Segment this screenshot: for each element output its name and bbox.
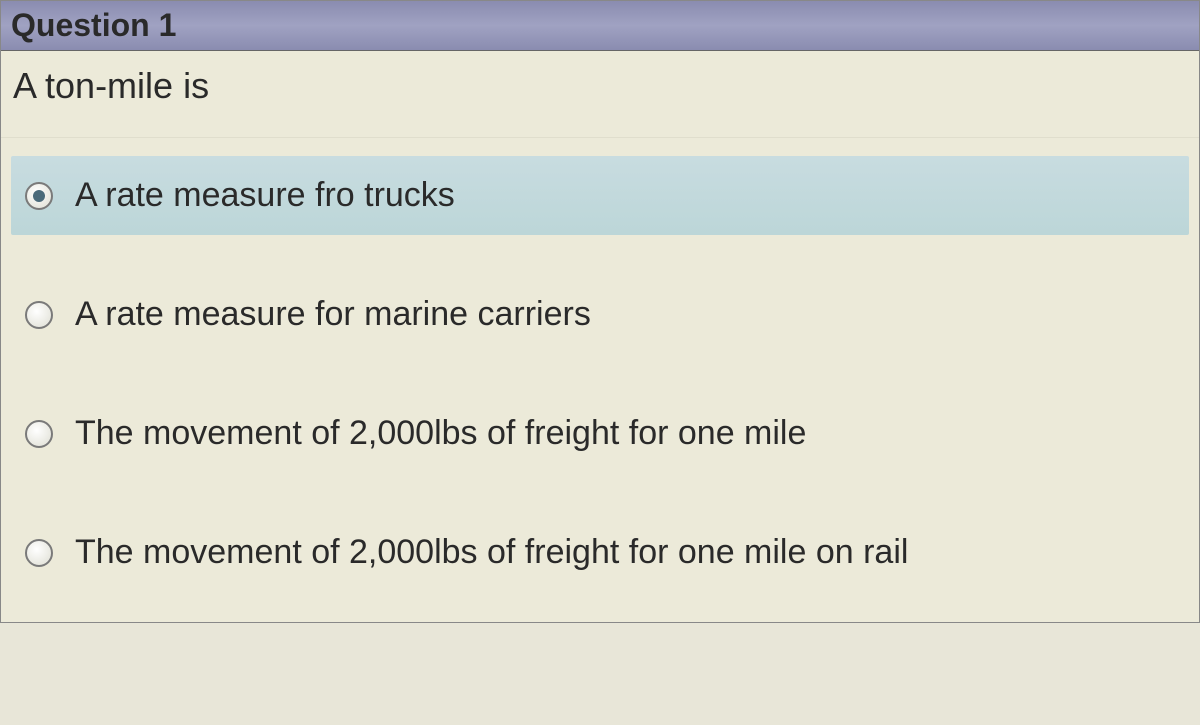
radio-icon bbox=[25, 182, 53, 210]
radio-icon bbox=[25, 539, 53, 567]
question-container: Question 1 A ton-mile is A rate measure … bbox=[0, 0, 1200, 623]
option-row-1[interactable]: A rate measure for marine carriers bbox=[11, 275, 1189, 354]
radio-dot-icon bbox=[33, 190, 45, 202]
radio-icon bbox=[25, 301, 53, 329]
option-label: A rate measure fro trucks bbox=[75, 176, 455, 215]
option-label: The movement of 2,000lbs of freight for … bbox=[75, 533, 908, 572]
question-header: Question 1 bbox=[1, 1, 1199, 51]
radio-icon bbox=[25, 420, 53, 448]
option-label: A rate measure for marine carriers bbox=[75, 295, 591, 334]
option-row-0[interactable]: A rate measure fro trucks bbox=[11, 156, 1189, 235]
question-prompt: A ton-mile is bbox=[1, 51, 1199, 138]
option-row-3[interactable]: The movement of 2,000lbs of freight for … bbox=[11, 513, 1189, 592]
option-row-2[interactable]: The movement of 2,000lbs of freight for … bbox=[11, 394, 1189, 473]
question-number: Question 1 bbox=[11, 7, 176, 43]
options-list: A rate measure fro trucks A rate measure… bbox=[1, 138, 1199, 622]
option-label: The movement of 2,000lbs of freight for … bbox=[75, 414, 806, 453]
question-body: A ton-mile is A rate measure fro trucks … bbox=[1, 51, 1199, 622]
